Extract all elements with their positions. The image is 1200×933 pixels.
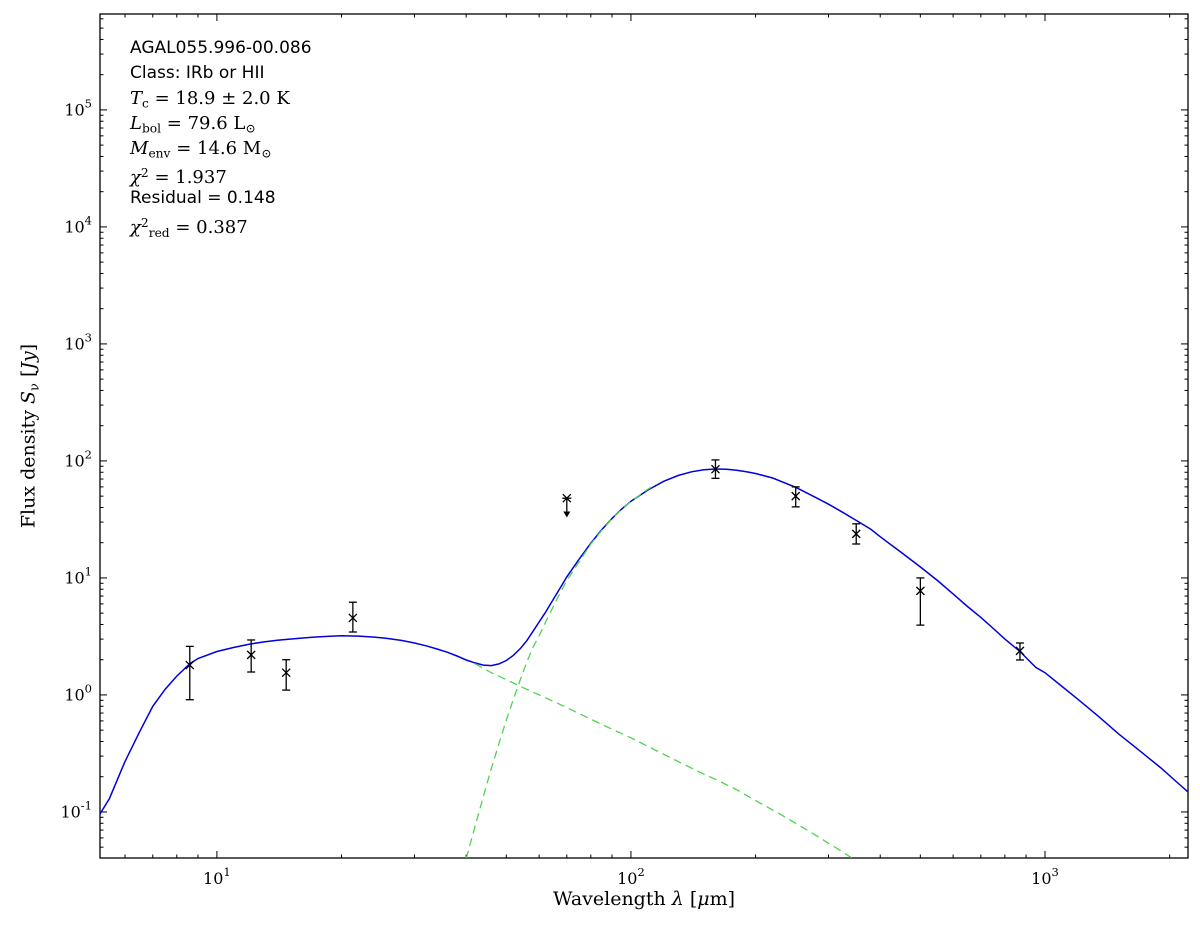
down-arrow-icon [563,511,571,518]
annotation-line-7: Residual = 0.148 [130,186,312,211]
text-token: ⊙ [261,146,272,161]
text-token: = 1.937 [148,167,227,189]
annotation-block: AGAL055.996-00.086 Class: IRb or HII Tc = … [130,36,312,240]
y-tick-label: 102 [64,447,92,470]
data-point [281,659,291,691]
annotation-line-4: Lbol = 79.6 L⊙ [130,111,312,136]
model-curves [100,468,1188,858]
text-token: μ [697,888,710,910]
data-points [185,459,1025,701]
axis-ticks [100,14,1188,858]
total-model-fit-curve [100,468,1188,816]
text-token: AGAL055.996-00.086 [130,38,312,58]
text-token: 2 [140,166,149,180]
text-token: m] [709,888,736,910]
axes-frame [99,13,1189,859]
x-tick-label: 102 [617,865,645,888]
text-token: 2 [140,216,149,230]
text-token: λ [671,888,684,910]
text-token: χ [130,167,141,189]
text-token: M [130,138,149,159]
text-token: L [130,113,142,134]
data-point [1015,642,1025,661]
y-tick-label: 101 [64,564,92,587]
text-token: ν [27,383,43,391]
text-token: = 79.6 L [161,113,246,134]
annotation-line-3: Tc = 18.9 ± 2.0 K [130,86,312,111]
annotation-line-8: χ2red = 0.387 [130,211,312,240]
text-token: c [142,96,149,111]
text-token: S [17,390,40,404]
y-axis-label: Flux density Sν [Jy] [18,344,43,528]
data-point [246,639,256,673]
text-token: [ [683,888,698,910]
y-tick-label: 104 [64,213,92,236]
text-token: red [148,225,170,240]
text-token: ] [17,343,40,352]
text-token: Wavelength [552,888,672,910]
x-axis-label: Wavelength λ [μm] [553,888,735,910]
upper-limit-point [562,493,572,518]
annotation-line-1: AGAL055.996-00.086 [130,36,312,61]
cold-component-curve [465,483,657,858]
data-point [851,523,861,545]
data-point [348,601,358,633]
text-token: Jy [17,351,40,370]
text-token: = 14.6 M [170,138,262,159]
annotation-line-2: Class: IRb or HII [130,61,312,86]
text-token: env [148,146,171,161]
y-tick-label: 105 [64,96,92,119]
y-tick-label: 103 [64,330,92,353]
data-point [915,577,925,626]
y-tick-label: 100 [64,681,92,704]
text-token: Flux density [17,403,40,529]
text-token: [ [17,369,40,384]
data-point [711,459,720,479]
text-token: Class: IRb or HII [130,63,265,83]
data-point [185,645,195,701]
text-token: ⊙ [245,121,256,136]
data-point [791,486,801,508]
annotation-line-6: χ2 = 1.937 [130,161,312,189]
text-token: χ [130,217,141,239]
annotation-line-5: Menv = 14.6 M⊙ [130,136,312,161]
warm-component-curve [474,663,854,858]
x-tick-label: 101 [203,865,231,888]
text-token: Residual = 0.148 [130,188,276,208]
text-token: bol [141,121,162,136]
text-token: = 0.387 [169,217,248,239]
text-token: = 18.9 ± 2.0 K [148,88,290,109]
x-tick-label: 103 [1031,865,1059,888]
y-tick-label: 10-1 [60,798,92,821]
text-token: T [130,88,143,109]
